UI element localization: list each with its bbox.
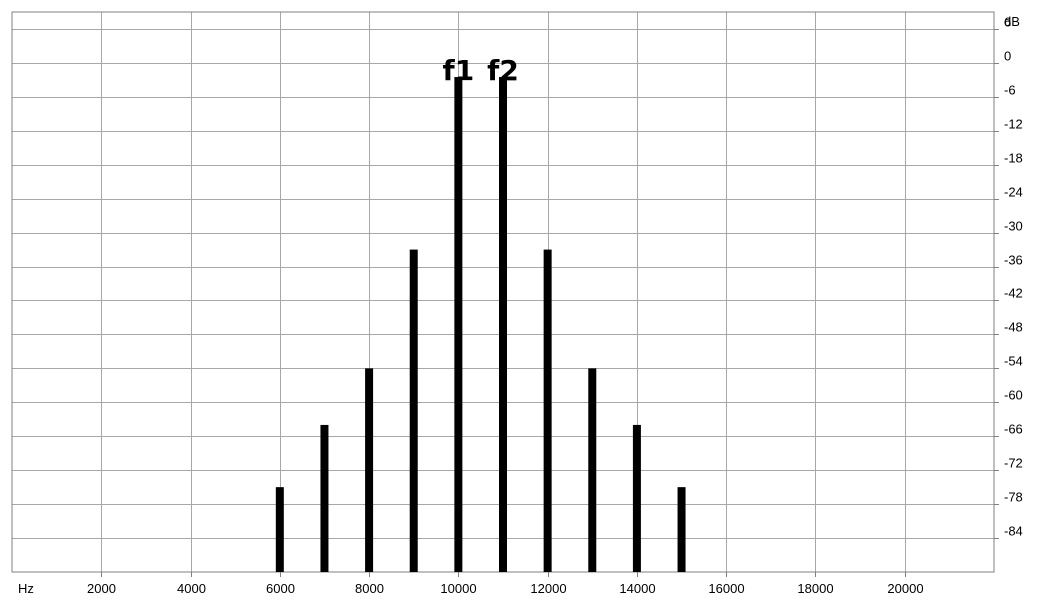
x-tick-labels: 2000 4000 6000 8000 10000 12000 14000 16000 1800…: [87, 581, 924, 596]
x-tick-label: 14000: [619, 581, 655, 596]
x-tick-label: 10000: [440, 581, 476, 596]
bar: [543, 249, 552, 573]
annotation-label: f2: [487, 54, 519, 87]
y-tick-label: -66: [1004, 422, 1023, 437]
x-tick-label: 18000: [797, 581, 833, 596]
bar: [677, 487, 686, 572]
bar: [499, 77, 507, 572]
y-tick-label: -36: [1004, 253, 1023, 268]
bar: [588, 368, 597, 572]
x-tick-label: 16000: [708, 581, 744, 596]
bar: [454, 77, 463, 572]
y-tick-label: -78: [1004, 490, 1023, 505]
y-tick-label: -84: [1004, 524, 1023, 539]
annotations: f1 f2: [443, 54, 519, 87]
bar: [320, 424, 329, 572]
x-tick-label: 6000: [266, 581, 295, 596]
x-tick-label: 20000: [887, 581, 923, 596]
x-tick-label: 4000: [177, 581, 206, 596]
bar: [365, 368, 374, 572]
y-tick-label: 6: [1004, 15, 1011, 30]
y-tick-label: -54: [1004, 354, 1023, 369]
bars: [275, 77, 686, 573]
y-tick-label: -12: [1004, 117, 1023, 132]
bar: [632, 424, 641, 572]
y-tick-label: 0: [1004, 49, 1011, 64]
y-tick-label: -60: [1004, 388, 1023, 403]
y-unit-label: dB: [1004, 14, 1020, 29]
y-tick-label: -30: [1004, 219, 1023, 234]
y-tick-label: -72: [1004, 456, 1023, 471]
x-tick-label: 2000: [87, 581, 116, 596]
bar: [409, 249, 418, 573]
y-tick-label: -48: [1004, 320, 1023, 335]
y-tick-labels: 6 0 -6 -12 -18 -24 -30 -36 -42 -48 -54 -60 -66 -72 -78…: [1004, 15, 1023, 539]
annotation-label: f1: [443, 54, 475, 87]
bar: [275, 487, 284, 572]
x-tick-label: 12000: [530, 581, 566, 596]
y-tick-label: -18: [1004, 151, 1023, 166]
x-tick-label: 8000: [355, 581, 384, 596]
y-tick-label: -24: [1004, 185, 1023, 200]
x-unit-label: Hz: [18, 581, 34, 596]
y-tick-label: -42: [1004, 286, 1023, 301]
y-tick-label: -6: [1004, 83, 1016, 98]
